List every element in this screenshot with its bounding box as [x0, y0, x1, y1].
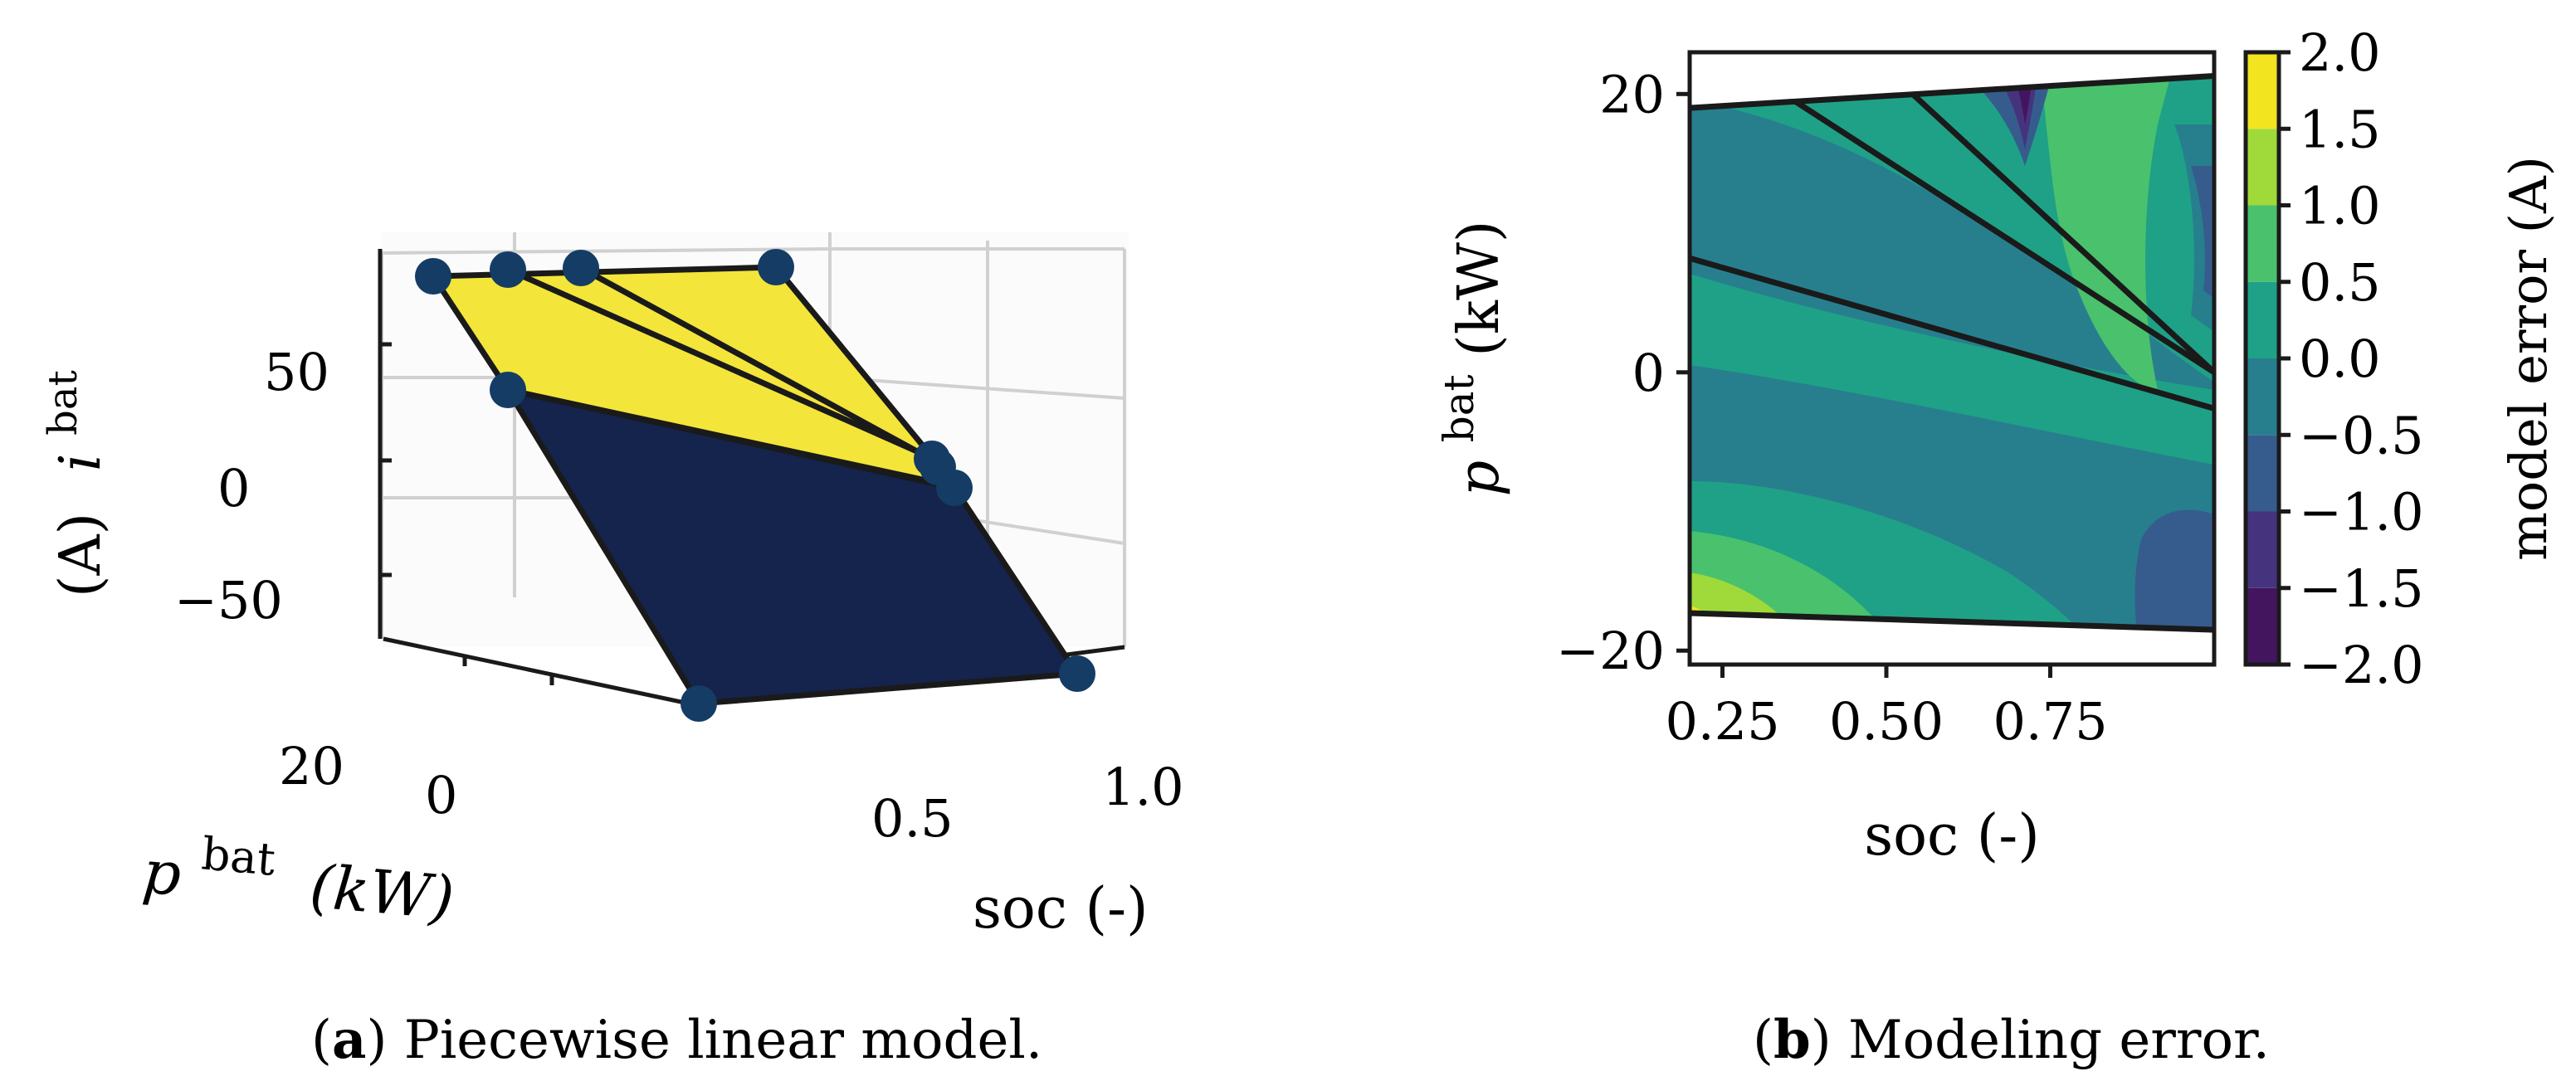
colorbar-segment: [2246, 205, 2279, 282]
caption-b-text: Modeling error.: [1832, 1010, 2270, 1071]
y-axis-line: [383, 636, 690, 706]
y-axis-label-unit: (kW): [307, 851, 456, 933]
breakpoint-marker: [563, 250, 599, 286]
y-axis-label-base: p: [140, 836, 184, 909]
breakpoint-marker: [681, 685, 717, 722]
colorbar-tick-label: 1.0: [2299, 176, 2381, 236]
breakpoint-marker: [936, 470, 973, 506]
contour-level-0.5: [1690, 531, 1909, 631]
caption-a-text: Piecewise linear model.: [387, 1010, 1042, 1071]
contour-level-neg-1.0: [2134, 509, 2214, 631]
colorbar-segment: [2246, 358, 2279, 436]
colorbar-tick-label: −0.5: [2299, 405, 2424, 465]
y-axis-label-unit: (kW): [1447, 221, 1512, 357]
panel-b: 0.25 0.50 0.75 20 0 −20 soc (-) p bat (kW) 2.…: [1422, 22, 2559, 1071]
panel-a: 50 0 −50 (A) i bat 20 0 p bat (kW) 0.5 1…: [40, 232, 1184, 1071]
x-tick-label: 0.50: [1829, 691, 1944, 752]
caption-b: (b) Modeling error.: [1753, 1009, 2270, 1071]
caption-a: (a) Piecewise linear model.: [311, 1009, 1042, 1071]
facet-edge: [579, 265, 935, 464]
z-axis-label-base: i: [48, 453, 114, 471]
colorbar-segment: [2246, 435, 2279, 512]
y-axis-label-base: p: [1447, 460, 1512, 497]
z-ticks: [380, 342, 554, 685]
colorbar-segment: [2246, 511, 2279, 588]
colorbar-tick-label: 0.0: [2299, 329, 2381, 389]
region-boundary-line: [1689, 610, 2215, 633]
z-axis-label-unit: (A): [48, 513, 114, 597]
x-tick-label: 0.75: [1993, 691, 2107, 752]
plot-frame: [1687, 50, 2217, 667]
breakpoint-marker: [1059, 655, 1095, 692]
contour-level-0.0: [1690, 274, 2214, 465]
partition-lines: [1689, 73, 2217, 633]
colorbar-tick-label: 2.0: [2299, 22, 2381, 83]
axis-ticks: 0.25 0.50 0.75 20 0 −20: [1556, 64, 2107, 752]
z-tick-label: 50: [264, 342, 329, 402]
z-tick-label: −50: [174, 570, 283, 631]
y-axis-label-3d: p bat (kW): [140, 808, 460, 933]
caption-b-label: b: [1773, 1009, 1811, 1071]
colorbar-tick-label: 0.5: [2299, 252, 2381, 313]
y-axis-label-sup: bat: [200, 827, 278, 885]
region-boundary-line: [1689, 73, 2215, 111]
y-tick-label: 0: [1632, 343, 1665, 403]
facet-edge: [506, 266, 935, 462]
breakpoints: [415, 249, 1095, 722]
contour-level-neg-1.0: [2191, 166, 2214, 299]
colorbar-tick-label: −2.0: [2299, 635, 2424, 695]
colorbar-segment: [2246, 52, 2279, 129]
x-tick-label: 1.0: [1102, 757, 1184, 817]
contour-level-1.0: [2108, 52, 2128, 75]
partition-line: [1793, 98, 2216, 375]
partition-line: [1910, 91, 2217, 375]
colorbar-label: model error (A): [2498, 156, 2559, 561]
y-tick-label: −20: [1556, 621, 1665, 681]
partition-line: [1689, 255, 2215, 412]
colorbar-tick-label: 1.5: [2299, 99, 2381, 159]
breakpoint-marker: [415, 258, 451, 295]
y-axis-label: p bat (kW): [1422, 221, 1512, 497]
contour-fills: [1690, 52, 2214, 631]
caption-a-label: a: [332, 1009, 366, 1071]
x-axis-label: soc (-): [1864, 803, 2040, 869]
z-axis-label: (A) i bat: [40, 370, 114, 597]
z-axis-label-sup: bat: [40, 370, 86, 436]
facet-edge: [507, 387, 954, 489]
breakpoint-marker: [490, 372, 526, 408]
colorbar: 2.0 1.5 1.0 0.5 0.0 −0.5 −1.0 −1.5 −2.0: [2243, 22, 2424, 695]
colorbar-segment: [2246, 281, 2279, 358]
y-tick-label: 20: [1599, 64, 1665, 124]
breakpoint-marker: [758, 249, 794, 285]
colorbar-tick-label: −1.0: [2299, 482, 2424, 543]
y-axis-label-sup: bat: [1435, 374, 1483, 442]
x-axis-label-3d: soc (-): [973, 876, 1149, 942]
colorbar-segment: [2246, 129, 2279, 206]
facet-lines: [506, 265, 954, 489]
z-tick-label: 0: [217, 458, 250, 519]
colorbar-segment: [2246, 587, 2279, 665]
colorbar-tick-label: −1.5: [2299, 558, 2424, 619]
y-tick-label: 0: [425, 765, 457, 825]
x-tick-label: 0.5: [871, 788, 954, 849]
breakpoint-marker: [490, 251, 526, 288]
x-tick-label: 0.25: [1665, 691, 1779, 752]
y-tick-label: 20: [279, 736, 344, 796]
